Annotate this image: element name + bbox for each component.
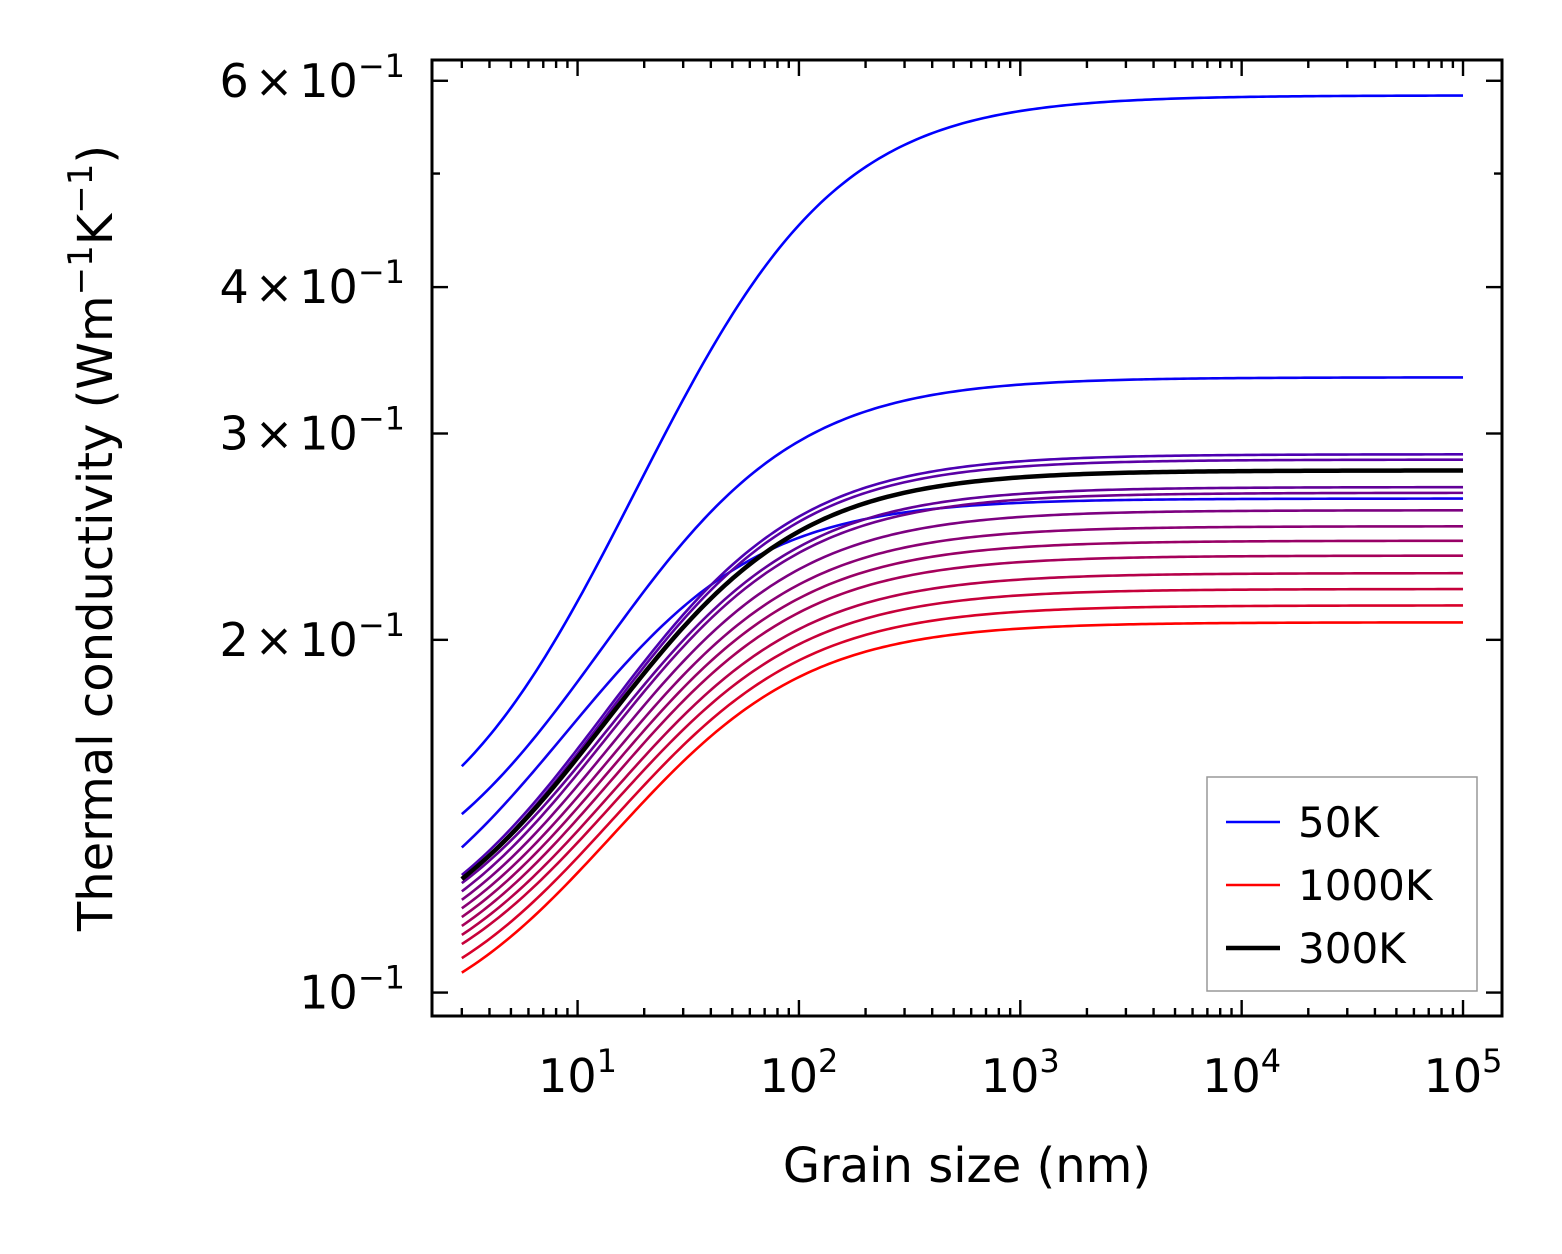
series-line-450K	[461, 509, 1464, 901]
y-tick-label: 2 × 10−1	[219, 606, 405, 667]
series-line-550K	[461, 539, 1464, 919]
y-tick-label: 4 × 10−1	[219, 253, 405, 314]
y-tick-label: 6 × 10−1	[219, 47, 405, 108]
series-line-600K	[461, 554, 1464, 927]
series-line-900K	[461, 604, 1464, 960]
series-line-500K	[461, 525, 1464, 910]
series-lines	[460, 94, 1464, 974]
legend-label-50K: 50K	[1298, 798, 1380, 847]
x-tick-label: 104	[1202, 1042, 1281, 1103]
legend-box	[1206, 776, 1478, 992]
series-line-800K	[461, 587, 1464, 946]
series-line-100K	[460, 376, 1464, 816]
y-tick-label: 10−1	[299, 959, 405, 1020]
series-line-200K	[460, 453, 1464, 876]
x-axis-label: Grain size (nm)	[783, 1138, 1151, 1194]
x-tick-label: 103	[981, 1042, 1060, 1103]
series-line-300K	[460, 468, 1464, 881]
y-axis-label: Thermal conductivity (Wm−1K−1)	[61, 145, 124, 932]
series-line-400K	[461, 491, 1464, 893]
legend-label-300K: 300K	[1298, 924, 1407, 973]
x-tick-label: 102	[759, 1042, 838, 1103]
series-line-250K	[460, 458, 1464, 881]
legend-label-1000K: 1000K	[1298, 861, 1434, 910]
series-line-1000K	[461, 621, 1464, 974]
legend: 50K 1000K 300K	[1206, 776, 1478, 992]
series-line-350K	[461, 485, 1464, 885]
axis-ticks	[432, 60, 1502, 1016]
x-tick-labels: 101 102 103 104 105	[538, 1042, 1502, 1103]
y-tick-labels: 10−1 2 × 10−1 3 × 10−1 4 × 10−1 6 × 10−1	[219, 47, 405, 1020]
plot-frame	[430, 58, 1504, 1018]
x-tick-label: 101	[538, 1042, 617, 1103]
x-tick-label: 105	[1424, 1042, 1503, 1103]
series-line-50K	[460, 94, 1464, 768]
y-tick-label: 3 × 10−1	[219, 400, 405, 461]
series-line-700K	[461, 571, 1464, 936]
